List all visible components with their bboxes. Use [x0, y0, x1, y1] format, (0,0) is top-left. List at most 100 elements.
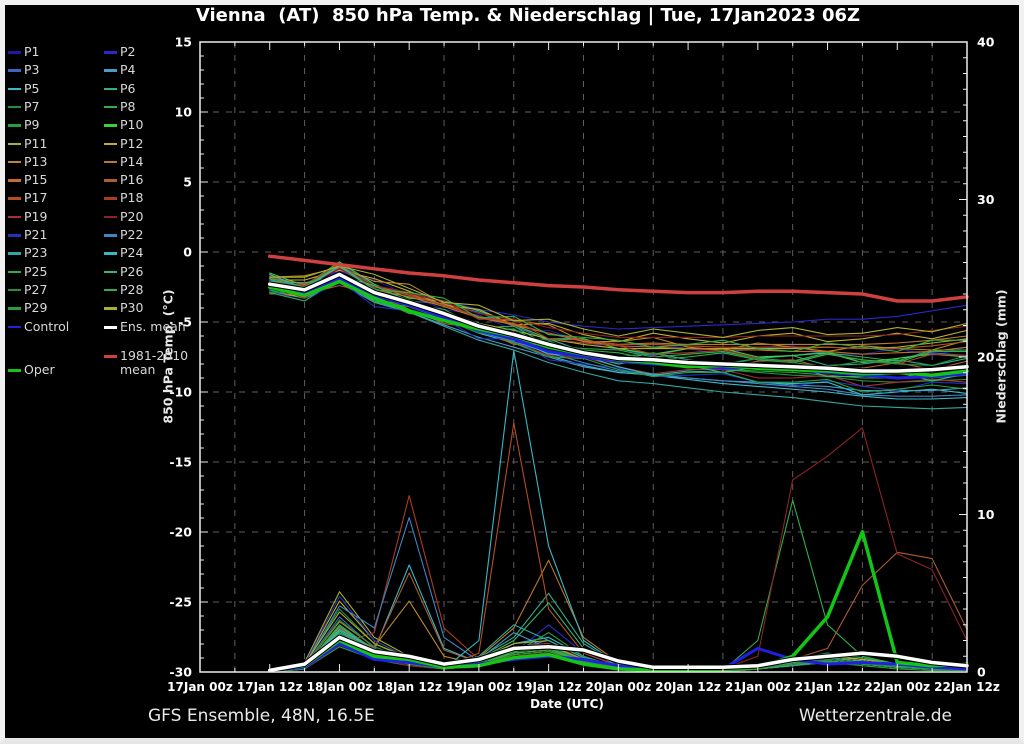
legend-swatch-p29	[8, 307, 21, 310]
legend-swatch-p28	[104, 288, 117, 292]
x-tick-label: 19Jan 12z	[516, 680, 582, 694]
legend-label-p21: P21	[24, 227, 48, 242]
site-watermark: Wetterzentrale.de	[798, 706, 952, 726]
legend-label-p2: P2	[120, 44, 136, 59]
legend-swatch-p15	[8, 179, 21, 182]
member-line-p20-temp	[269, 268, 968, 338]
member-line-p28-temp	[269, 264, 968, 352]
x-tick-label: 20Jan 12z	[655, 680, 721, 694]
x-tick-label: 17Jan 00z	[167, 680, 233, 694]
climate-mean-line-temp	[267, 254, 969, 303]
legend-swatch-p7	[8, 105, 21, 109]
legend-swatch-p17	[8, 197, 21, 200]
member-line-p21-temp	[269, 279, 968, 392]
x-tick-label: 21Jan 12z	[795, 680, 861, 694]
legend-label-p22: P22	[120, 227, 144, 242]
legend-swatch-control	[8, 325, 21, 328]
member-line-p17-temp	[269, 268, 968, 350]
x-tick-label: 20Jan 00z	[586, 680, 652, 694]
legend-swatch-p1	[8, 51, 21, 54]
legend-label-p11: P11	[24, 135, 48, 151]
legend-swatch-p4	[104, 69, 117, 72]
legend-panel: P1 P2 P3 P4 P5 P6 P7 P8 P9 P10 P11 P12 P13 P14 P15 P16 P…	[0, 0, 200, 744]
legend-swatch-p21	[8, 234, 21, 237]
x-axis-label: Date (UTC)	[530, 697, 604, 711]
legend-label-p1: P1	[24, 44, 40, 59]
y-axis-label-precip: Niederschlag (mm)	[993, 289, 1009, 424]
legend-swatch-p3	[8, 69, 21, 72]
temp-tick-label: 5	[183, 175, 192, 190]
x-tick-label: 22Jan 00z	[864, 680, 930, 694]
legend-label-p6: P6	[120, 80, 136, 96]
legend-swatch-oper	[8, 369, 21, 372]
x-tick-label: 21Jan 00z	[725, 680, 791, 694]
x-tick-label: 19Jan 00z	[446, 680, 512, 694]
legend-swatch-climate-mean	[104, 355, 117, 358]
x-tick-label: 17Jan 12z	[237, 680, 303, 694]
legend-swatch-p8	[104, 105, 117, 109]
x-tick-label: 22Jan 12z	[934, 680, 1000, 694]
legend-swatch-p9	[8, 124, 21, 127]
legend-label-climate-mean: 1981-2010	[120, 348, 189, 363]
legend-label-p13: P13	[24, 153, 48, 169]
legend-swatch-p22	[104, 234, 117, 237]
model-info-text: GFS Ensemble, 48N, 16.5E	[148, 706, 375, 726]
legend-swatch-p18	[104, 197, 117, 200]
legend-label-p17: P17	[24, 190, 48, 206]
legend-label-p20: P20	[120, 208, 144, 224]
legend-swatch-ens-mean	[104, 325, 117, 329]
precip-tick-label: 20	[977, 350, 995, 365]
legend-label-p25: P25	[24, 263, 48, 279]
legend-label-p16: P16	[120, 172, 144, 188]
legend-label-p30: P30	[120, 300, 144, 316]
legend-swatch-p10	[104, 124, 117, 127]
legend-label-p7: P7	[24, 98, 40, 114]
temp-tick-label: -5	[178, 315, 192, 330]
legend-label-p14: P14	[120, 153, 144, 169]
legend-swatch-p16	[104, 179, 117, 182]
precip-tick-label: 30	[977, 192, 995, 207]
legend-swatch-p26	[104, 270, 117, 274]
legend-label-p24: P24	[120, 245, 144, 261]
legend-swatch-p2	[104, 51, 117, 54]
legend-swatch-p30	[104, 307, 117, 310]
temp-tick-label: 15	[175, 35, 192, 50]
temp-tick-label: -10	[169, 385, 192, 400]
x-tick-label: 18Jan 00z	[307, 680, 373, 694]
legend-label-p8: P8	[120, 98, 136, 114]
ens-mean-line-precip	[267, 635, 969, 673]
precip-tick-label: 10	[977, 507, 995, 522]
legend-label-p19: P19	[24, 208, 48, 224]
legend-label-p12: P12	[120, 135, 144, 151]
legend-label-p27: P27	[24, 281, 48, 297]
precip-tick-label: 0	[977, 665, 986, 680]
temp-tick-label: 10	[175, 105, 193, 120]
legend-swatch-p19	[8, 215, 21, 219]
precip-tick-label: 40	[977, 35, 995, 50]
legend-label-ens-mean: Ens. mean	[120, 318, 186, 334]
legend-label-climate-mean-line2: mean	[120, 362, 156, 377]
member-line-p23-temp	[269, 280, 968, 410]
legend-swatch-p13	[8, 160, 21, 164]
member-line-p30-temp	[269, 265, 968, 338]
ens-mean-line-temp	[267, 272, 969, 373]
legend-label-p29: P29	[24, 300, 48, 316]
legend-label-p5: P5	[24, 80, 40, 96]
temp-tick-label: -20	[169, 525, 192, 540]
x-tick-label: 18Jan 12z	[376, 680, 442, 694]
temp-tick-label: 0	[183, 245, 192, 260]
legend-label-p10: P10	[120, 117, 144, 133]
legend-swatch-p23	[8, 252, 21, 255]
legend-label-p26: P26	[120, 263, 144, 279]
legend-label-p23: P23	[24, 245, 48, 261]
legend-label-control: Control	[24, 318, 70, 334]
legend-swatch-p27	[8, 288, 21, 292]
legend-swatch-p24	[104, 252, 117, 255]
legend-label-p4: P4	[120, 62, 136, 78]
legend-swatch-p25	[8, 270, 21, 274]
legend-swatch-p14	[104, 160, 117, 164]
legend-label-p3: P3	[24, 62, 40, 78]
legend-label-oper: Oper	[24, 362, 55, 377]
